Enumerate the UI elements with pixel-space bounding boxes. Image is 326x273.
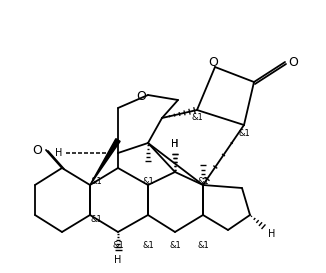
Text: H: H [268,229,276,239]
Text: H: H [114,255,122,265]
Text: &1: &1 [112,241,124,250]
Text: &1: &1 [90,177,102,186]
Text: &1: &1 [197,241,209,250]
Text: O: O [136,91,146,103]
Text: &1: &1 [191,114,203,123]
Text: H: H [55,148,62,158]
Text: H: H [171,139,179,149]
Text: &1: &1 [169,241,181,250]
Text: H: H [171,139,179,149]
Text: &1: &1 [238,129,250,138]
Text: &1: &1 [90,215,102,224]
Text: O: O [32,144,42,156]
Text: &1: &1 [142,241,154,250]
Text: O: O [208,55,218,69]
Text: &1: &1 [197,177,209,186]
Text: &1: &1 [142,177,154,186]
Polygon shape [90,139,120,185]
Text: O: O [288,55,298,69]
